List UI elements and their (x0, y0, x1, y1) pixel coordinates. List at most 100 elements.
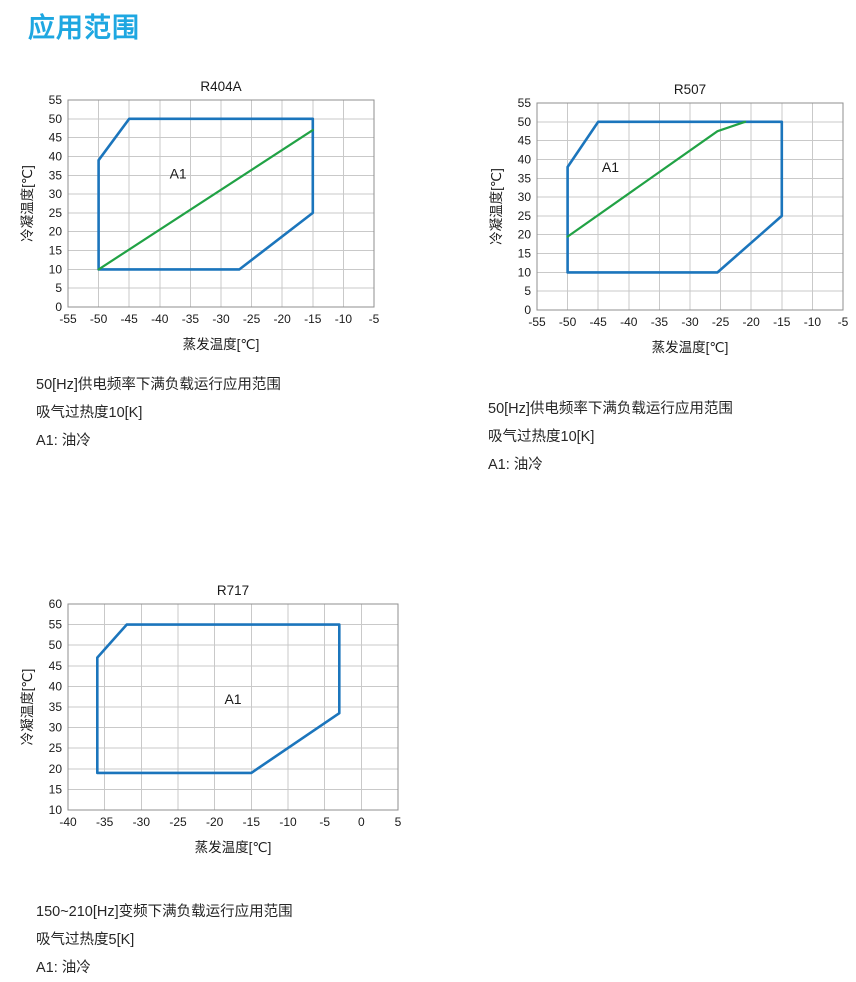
svg-text:10: 10 (49, 262, 63, 276)
svg-text:-55: -55 (528, 315, 546, 329)
svg-text:0: 0 (358, 815, 365, 829)
svg-text:-10: -10 (804, 315, 822, 329)
svg-text:-10: -10 (279, 815, 297, 829)
r404a-application-range-plot: -55 -50 -45 -40 -35 -30 -25 -20 -15 -10 -505101520… (20, 79, 380, 352)
svg-text:-5: -5 (838, 315, 849, 329)
svg-text:15: 15 (49, 244, 63, 258)
svg-text:20: 20 (49, 762, 63, 776)
operating-envelope (96, 623, 341, 775)
note-a1-legend: A1: 油冷 (36, 960, 91, 976)
note-a1-legend: A1: 油冷 (488, 457, 543, 473)
notes-r717: 150~210[Hz]变频下满负载运行应用范围 吸气过热度5[K] A1: 油冷 (36, 898, 293, 982)
svg-text:-5: -5 (319, 815, 330, 829)
chart-r507: -55 -50 -45 -40 -35 -30 -25 -20 -15 -10 -5 0 5 10 15 20… (489, 77, 856, 372)
svg-text:0: 0 (524, 303, 531, 317)
svg-text:5: 5 (395, 815, 402, 829)
svg-text:45: 45 (49, 659, 63, 673)
svg-text:-50: -50 (559, 315, 577, 329)
page-title: 应用范围 (28, 13, 140, 43)
svg-text:55: 55 (518, 96, 532, 110)
svg-text:40: 40 (49, 679, 63, 693)
note-frequency: 150~210[Hz]变频下满负载运行应用范围 (36, 904, 293, 920)
oil-cooling-limit (97, 128, 314, 271)
svg-text:10: 10 (518, 265, 532, 279)
chart-r717: -40 -35 -30 -25 -20 -15 -10 -5 0 5 10 15 20 25 30 35 40 4… (20, 578, 412, 875)
chart-r404a: -55 -50 -45 -40 -35 -30 -25 -20 -15 -10 -5 0 5 10 15 20… (20, 74, 405, 369)
svg-text:冷凝温度[℃]: 冷凝温度[℃] (20, 165, 35, 242)
svg-text:-15: -15 (773, 315, 791, 329)
notes-r404a: 50[Hz]供电频率下满负载运行应用范围 吸气过热度10[K] A1: 油冷 (36, 371, 281, 455)
svg-text:-25: -25 (712, 315, 730, 329)
svg-text:-15: -15 (243, 815, 261, 829)
svg-text:30: 30 (49, 187, 63, 201)
svg-text:-25: -25 (243, 312, 261, 326)
svg-text:冷凝温度[℃]: 冷凝温度[℃] (20, 669, 35, 746)
svg-text:40: 40 (49, 149, 63, 163)
svg-text:15: 15 (518, 247, 532, 261)
svg-text:R507: R507 (674, 82, 706, 97)
svg-text:25: 25 (49, 741, 63, 755)
svg-text:35: 35 (518, 171, 532, 185)
svg-text:-20: -20 (743, 315, 761, 329)
svg-text:R717: R717 (217, 583, 249, 598)
note-frequency: 50[Hz]供电频率下满负载运行应用范围 (36, 377, 281, 393)
svg-text:45: 45 (518, 134, 532, 148)
note-a1-legend: A1: 油冷 (36, 433, 91, 449)
svg-text:-15: -15 (304, 312, 322, 326)
svg-text:50: 50 (49, 638, 63, 652)
svg-text:-35: -35 (182, 312, 200, 326)
svg-text:60: 60 (49, 597, 63, 611)
svg-text:蒸发温度[℃]: 蒸发温度[℃] (195, 840, 272, 855)
svg-text:-45: -45 (590, 315, 608, 329)
svg-text:-55: -55 (59, 312, 77, 326)
svg-text:-20: -20 (274, 312, 292, 326)
svg-text:35: 35 (49, 700, 63, 714)
svg-text:30: 30 (49, 721, 63, 735)
note-superheat: 吸气过热度5[K] (36, 932, 135, 948)
operating-envelope (97, 117, 315, 271)
note-superheat: 吸气过热度10[K] (36, 405, 143, 421)
svg-text:15: 15 (49, 782, 63, 796)
svg-text:-30: -30 (133, 815, 151, 829)
svg-text:-30: -30 (681, 315, 699, 329)
svg-text:5: 5 (524, 284, 531, 298)
svg-text:-35: -35 (651, 315, 669, 329)
svg-text:蒸发温度[℃]: 蒸发温度[℃] (652, 340, 729, 355)
svg-text:20: 20 (518, 228, 532, 242)
svg-text:55: 55 (49, 618, 63, 632)
note-superheat: 吸气过热度10[K] (488, 429, 595, 445)
svg-text:-40: -40 (59, 815, 77, 829)
svg-text:-50: -50 (90, 312, 108, 326)
svg-text:35: 35 (49, 168, 63, 182)
operating-envelope (566, 120, 784, 274)
svg-text:蒸发温度[℃]: 蒸发温度[℃] (183, 337, 260, 352)
svg-text:10: 10 (49, 803, 63, 817)
svg-text:25: 25 (518, 209, 532, 223)
svg-text:50: 50 (49, 112, 63, 126)
svg-text:-40: -40 (620, 315, 638, 329)
svg-text:A1: A1 (224, 691, 241, 707)
svg-text:40: 40 (518, 152, 532, 166)
notes-r507: 50[Hz]供电频率下满负载运行应用范围 吸气过热度10[K] A1: 油冷 (488, 395, 733, 479)
svg-text:5: 5 (55, 281, 62, 295)
svg-text:-40: -40 (151, 312, 169, 326)
svg-text:-10: -10 (335, 312, 353, 326)
svg-text:30: 30 (518, 190, 532, 204)
svg-text:-35: -35 (96, 815, 114, 829)
note-frequency: 50[Hz]供电频率下满负载运行应用范围 (488, 401, 733, 417)
svg-text:-45: -45 (121, 312, 139, 326)
svg-text:45: 45 (49, 131, 63, 145)
r717-application-range-plot: -40 -35 -30 -25 -20 -15 -10 -5 0 5 10 15 20 25 30 35 40 4… (20, 583, 402, 855)
svg-text:50: 50 (518, 115, 532, 129)
svg-text:-5: -5 (369, 312, 380, 326)
svg-text:冷凝温度[℃]: 冷凝温度[℃] (489, 168, 504, 245)
svg-text:25: 25 (49, 206, 63, 220)
svg-text:-25: -25 (169, 815, 187, 829)
svg-text:-30: -30 (212, 312, 230, 326)
svg-text:A1: A1 (170, 165, 187, 181)
r507-application-range-plot: -55 -50 -45 -40 -35 -30 -25 -20 -15 -10 -505101520… (489, 82, 849, 355)
svg-text:55: 55 (49, 93, 63, 107)
svg-text:R404A: R404A (200, 79, 241, 94)
svg-text:-20: -20 (206, 815, 224, 829)
svg-text:20: 20 (49, 225, 63, 239)
